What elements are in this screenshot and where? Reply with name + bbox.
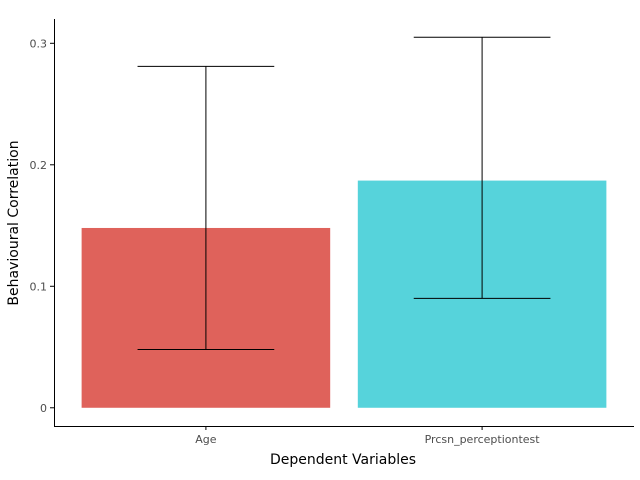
x-axis-title: Dependent Variables [270, 452, 416, 468]
x-tick-label: Age [195, 433, 217, 446]
axes-layer [54, 19, 634, 427]
x-ticks-layer: Age Prcsn_perceptiontest [195, 426, 540, 446]
bars-layer [81, 180, 607, 408]
y-ticks-layer: 0 0.1 0.2 0.3 [30, 37, 54, 415]
error-bars-layer [137, 36, 551, 350]
y-tick-label: 0.2 [30, 159, 48, 172]
x-tick-label: Prcsn_perceptiontest [425, 433, 541, 446]
y-tick-label: 0 [40, 402, 47, 415]
y-tick-label: 0.1 [30, 280, 48, 293]
y-axis-title: Behavioural Correlation [6, 140, 22, 305]
y-tick-label: 0.3 [30, 37, 48, 50]
